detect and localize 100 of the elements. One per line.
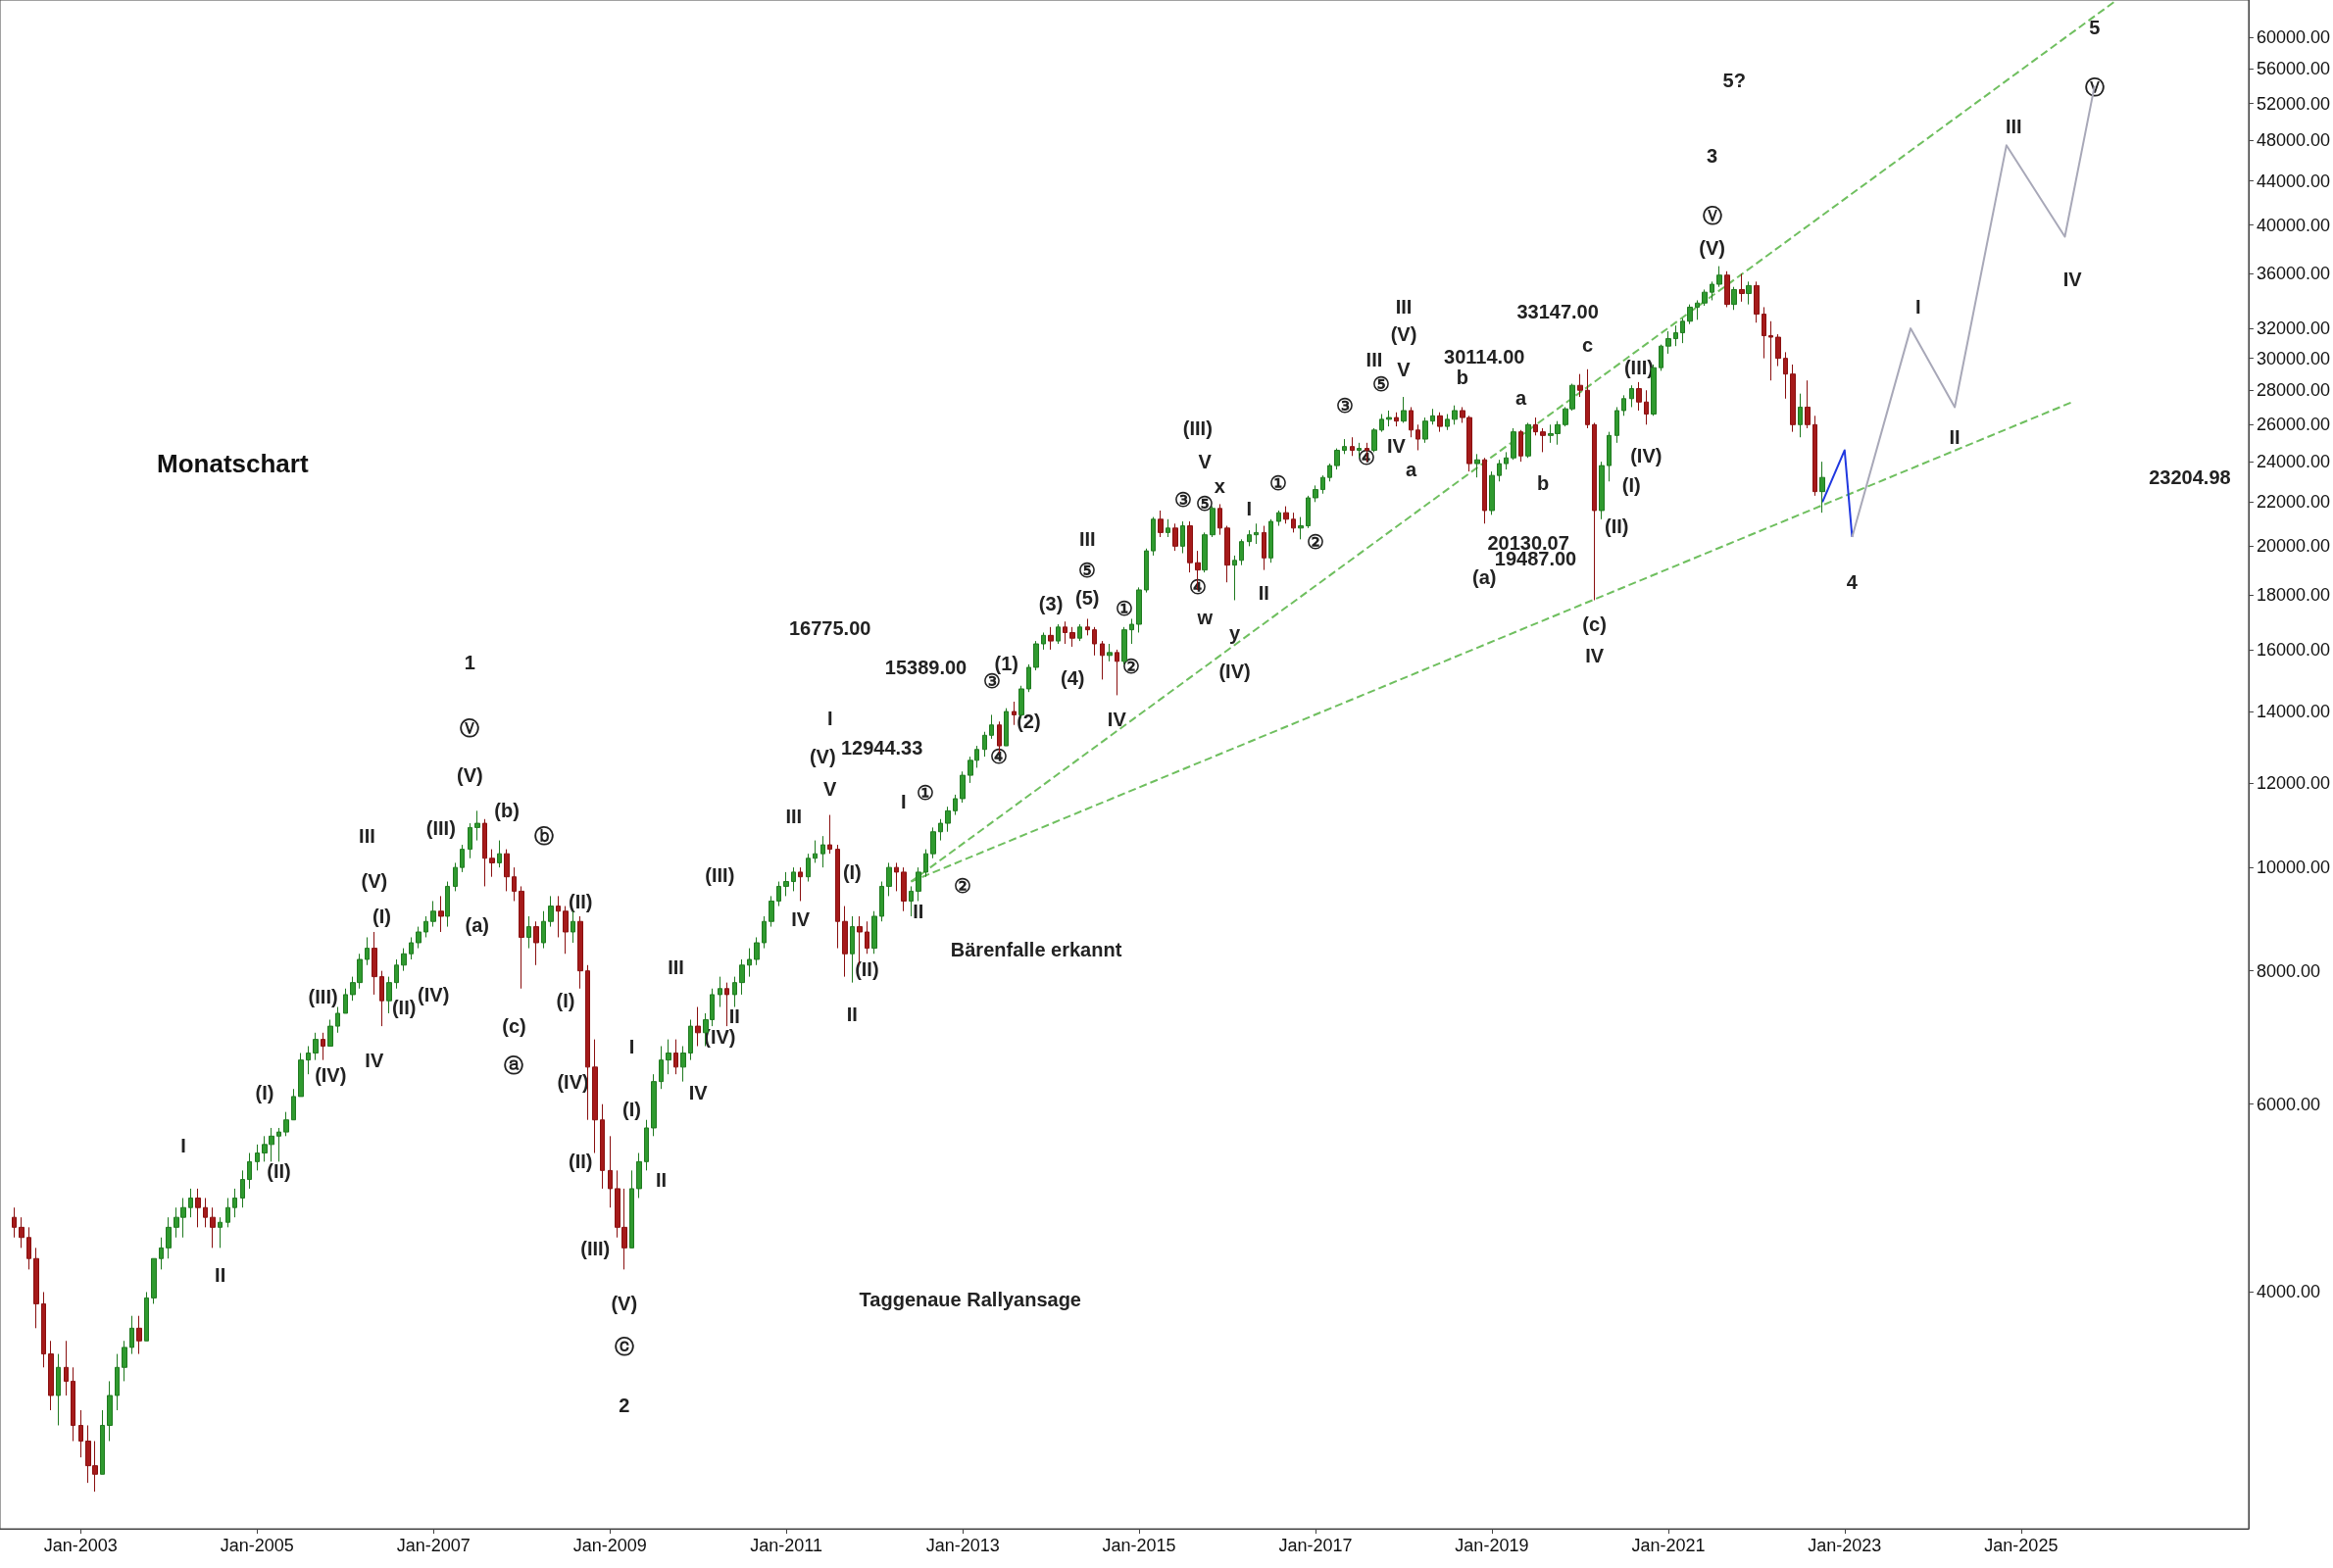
annotation: IV xyxy=(2062,268,2083,290)
annotation: (4) xyxy=(1061,667,1085,690)
annotation: 33147.00 xyxy=(1516,301,1599,323)
annotation: (V) xyxy=(1390,323,1417,346)
text: Monatschart xyxy=(157,449,309,478)
x-tick-label: Jan-2017 xyxy=(1278,1536,1353,1555)
annotation: (I) xyxy=(842,860,862,883)
annotation: ⑤ xyxy=(1196,493,1215,515)
annotation: I xyxy=(180,1134,186,1156)
annotation: (IV) xyxy=(557,1070,589,1093)
annotation: IV xyxy=(365,1049,384,1071)
annotation: (c) xyxy=(502,1015,526,1038)
annotation: x xyxy=(1214,475,1225,498)
annotation: IV xyxy=(1386,435,1407,458)
annotation: II xyxy=(1258,582,1269,605)
annotation: ② xyxy=(954,875,972,898)
annotation: (II) xyxy=(391,996,417,1018)
annotation: (II) xyxy=(267,1160,291,1183)
annotation: ① xyxy=(1269,472,1288,495)
annotation: (II) xyxy=(568,890,593,912)
annotation: a xyxy=(1406,459,1418,481)
annotation: III xyxy=(1365,349,1383,371)
annotation: (2) xyxy=(1017,710,1041,733)
annotation: IV xyxy=(791,908,811,931)
annotation: (II) xyxy=(855,957,879,980)
annotation: ⑤ xyxy=(1372,372,1391,395)
y-tick-label: 12000.00 xyxy=(2256,772,2330,793)
y-tick-label: 44000.00 xyxy=(2256,171,2330,191)
y-tick-label: 52000.00 xyxy=(2256,93,2330,114)
y-tick-label: 40000.00 xyxy=(2256,215,2330,235)
x-tick-label: Jan-2005 xyxy=(220,1536,294,1555)
annotation: (V) xyxy=(1699,237,1725,260)
annotation: Ⓥ xyxy=(1702,205,1722,227)
annotation: III xyxy=(1078,528,1096,551)
annotation: I xyxy=(1246,497,1253,519)
annotation: II xyxy=(846,1004,858,1026)
y-tick-label: 48000.00 xyxy=(2256,130,2330,151)
y-tick-label: 4000.00 xyxy=(2256,1282,2320,1302)
annotation: ③ xyxy=(1335,394,1354,416)
annotation: (II) xyxy=(1605,514,1629,537)
y-tick-label: 22000.00 xyxy=(2256,492,2330,513)
y-tick-label: 32000.00 xyxy=(2256,318,2330,339)
annotation: 23204.98 xyxy=(2149,466,2231,489)
annotation: (5) xyxy=(1075,587,1100,610)
annotation: Taggenaue Rallyansage xyxy=(859,1288,1081,1310)
annotation: (b) xyxy=(494,800,520,822)
y-tick-label: 36000.00 xyxy=(2256,264,2330,284)
annotation: 3 xyxy=(1706,145,1718,168)
annotation: (a) xyxy=(1472,566,1497,589)
annotation: III xyxy=(359,825,375,848)
annotation: (III) xyxy=(705,863,735,886)
annotation: I xyxy=(628,1035,635,1057)
annotation: (I) xyxy=(372,905,391,927)
y-tick-label: 56000.00 xyxy=(2256,59,2330,79)
annotation: b xyxy=(1537,472,1550,495)
annotation: (IV) xyxy=(315,1063,347,1086)
y-tick-label: 20000.00 xyxy=(2256,536,2330,557)
annotation: 4 xyxy=(1846,571,1859,594)
annotation: ⓐ xyxy=(504,1054,524,1077)
annotation: b xyxy=(1456,367,1468,389)
annotation: II xyxy=(728,1005,740,1028)
annotation: II xyxy=(655,1168,668,1191)
y-tick-label: 60000.00 xyxy=(2256,26,2330,47)
annotation: I xyxy=(901,791,907,813)
annotation: a xyxy=(1514,387,1527,410)
annotation: (I) xyxy=(255,1082,274,1104)
x-tick-label: Jan-2019 xyxy=(1455,1536,1529,1555)
annotation: Ⓥ xyxy=(2084,75,2105,98)
annotation: (V) xyxy=(457,764,483,787)
annotation: 16775.00 xyxy=(788,616,871,639)
annotation: ① xyxy=(1115,597,1133,619)
annotation: y xyxy=(1228,621,1241,644)
x-tick-label: Jan-2003 xyxy=(43,1536,118,1555)
annotation: (IV) xyxy=(1630,444,1663,466)
annotation: III xyxy=(1395,296,1413,318)
annotation: II xyxy=(215,1264,226,1287)
x-tick-label: Jan-2007 xyxy=(396,1536,471,1555)
annotation: (III) xyxy=(308,986,338,1008)
annotation: w xyxy=(1196,606,1214,628)
y-tick-label: 28000.00 xyxy=(2256,380,2330,401)
annotation: ④ xyxy=(990,746,1009,768)
annotation: ③ xyxy=(1173,489,1192,512)
annotation: (IV) xyxy=(418,983,450,1005)
annotation: 30114.00 xyxy=(1444,345,1525,368)
annotation: II xyxy=(913,900,924,922)
annotation: (I) xyxy=(556,989,575,1011)
x-tick-label: Jan-2011 xyxy=(750,1536,822,1555)
x-tick-label: Jan-2025 xyxy=(1984,1536,2059,1555)
annotation: 5? xyxy=(1722,69,1746,91)
annotation: V xyxy=(1397,358,1412,380)
annotation: (III) xyxy=(425,817,456,840)
y-tick-label: 16000.00 xyxy=(2256,639,2330,660)
annotation: V xyxy=(823,777,837,800)
annotation: 2 xyxy=(619,1395,630,1417)
annotation: c xyxy=(1581,334,1594,357)
annotation: III xyxy=(2005,115,2022,137)
annotation: I xyxy=(1914,296,1921,318)
annotation: ⑤ xyxy=(1078,559,1097,581)
annotation: (V) xyxy=(361,870,388,893)
x-tick-label: Jan-2013 xyxy=(925,1536,1000,1555)
